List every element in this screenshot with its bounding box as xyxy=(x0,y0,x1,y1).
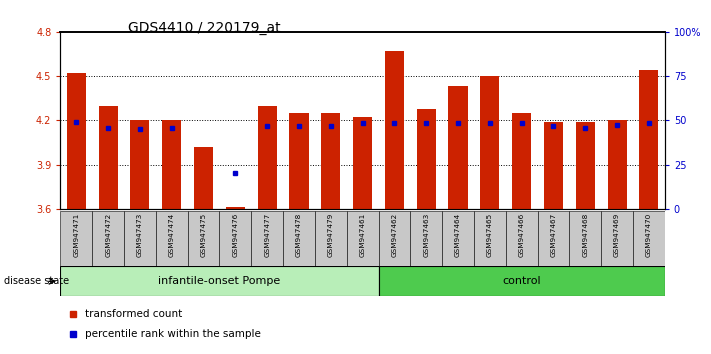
Bar xyxy=(92,211,124,266)
Bar xyxy=(156,211,188,266)
Text: percentile rank within the sample: percentile rank within the sample xyxy=(85,329,260,339)
Bar xyxy=(506,211,538,266)
Text: GSM947471: GSM947471 xyxy=(73,212,80,257)
Bar xyxy=(130,120,149,209)
Text: GSM947469: GSM947469 xyxy=(614,212,620,257)
Bar xyxy=(347,211,378,266)
Bar xyxy=(474,211,506,266)
Bar xyxy=(194,147,213,209)
Text: GSM947465: GSM947465 xyxy=(487,212,493,257)
Text: GSM947462: GSM947462 xyxy=(392,212,397,257)
Text: GSM947476: GSM947476 xyxy=(232,212,238,257)
Bar xyxy=(378,266,665,296)
Bar xyxy=(576,122,595,209)
Bar xyxy=(639,70,658,209)
Bar xyxy=(378,211,410,266)
Bar xyxy=(538,211,570,266)
Text: GSM947473: GSM947473 xyxy=(137,212,143,257)
Bar xyxy=(60,266,378,296)
Bar xyxy=(442,211,474,266)
Bar xyxy=(257,105,277,209)
Bar xyxy=(220,211,251,266)
Bar xyxy=(315,211,347,266)
Bar xyxy=(607,120,626,209)
Text: GSM947470: GSM947470 xyxy=(646,212,652,257)
Text: GSM947475: GSM947475 xyxy=(201,212,207,257)
Bar xyxy=(481,76,499,209)
Text: GSM947463: GSM947463 xyxy=(423,212,429,257)
Bar xyxy=(544,122,563,209)
Bar xyxy=(570,211,602,266)
Bar xyxy=(449,86,468,209)
Text: GDS4410 / 220179_at: GDS4410 / 220179_at xyxy=(128,21,281,35)
Text: GSM947464: GSM947464 xyxy=(455,212,461,257)
Bar xyxy=(602,211,633,266)
Text: GSM947477: GSM947477 xyxy=(264,212,270,257)
Bar xyxy=(417,109,436,209)
Text: control: control xyxy=(503,276,541,286)
Text: disease state: disease state xyxy=(4,276,69,286)
Bar xyxy=(162,120,181,209)
Bar xyxy=(124,211,156,266)
Bar xyxy=(385,51,404,209)
Text: GSM947472: GSM947472 xyxy=(105,212,111,257)
Text: GSM947478: GSM947478 xyxy=(296,212,302,257)
Bar xyxy=(353,118,372,209)
Bar xyxy=(99,105,118,209)
Bar xyxy=(289,113,309,209)
Bar xyxy=(60,211,92,266)
Bar xyxy=(251,211,283,266)
Text: GSM947461: GSM947461 xyxy=(360,212,365,257)
Text: transformed count: transformed count xyxy=(85,309,182,319)
Text: GSM947474: GSM947474 xyxy=(169,212,175,257)
Text: GSM947468: GSM947468 xyxy=(582,212,588,257)
Bar xyxy=(410,211,442,266)
Bar xyxy=(67,73,86,209)
Text: infantile-onset Pompe: infantile-onset Pompe xyxy=(159,276,281,286)
Bar xyxy=(321,113,341,209)
Text: GSM947467: GSM947467 xyxy=(550,212,557,257)
Bar xyxy=(283,211,315,266)
Text: GSM947479: GSM947479 xyxy=(328,212,333,257)
Text: GSM947466: GSM947466 xyxy=(518,212,525,257)
Bar xyxy=(188,211,220,266)
Bar xyxy=(226,207,245,209)
Bar xyxy=(512,113,531,209)
Bar xyxy=(633,211,665,266)
